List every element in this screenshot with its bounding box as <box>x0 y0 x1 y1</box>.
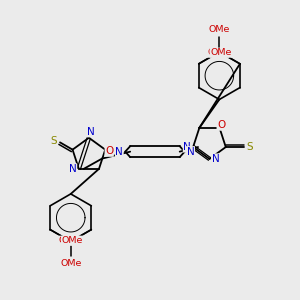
Text: N: N <box>212 154 219 164</box>
Text: N: N <box>183 142 191 152</box>
Text: S: S <box>247 142 253 152</box>
Text: OMe: OMe <box>60 259 81 268</box>
Text: S: S <box>51 136 57 146</box>
Text: OMe: OMe <box>207 48 229 57</box>
Text: N: N <box>87 127 94 137</box>
Text: OMe: OMe <box>210 48 232 57</box>
Text: N: N <box>116 147 123 157</box>
Text: O: O <box>105 146 113 156</box>
Text: OMe: OMe <box>61 236 83 245</box>
Text: O: O <box>217 120 225 130</box>
Text: N: N <box>187 147 194 157</box>
Text: N: N <box>69 164 77 174</box>
Text: OMe: OMe <box>58 236 80 245</box>
Text: OMe: OMe <box>209 25 230 34</box>
